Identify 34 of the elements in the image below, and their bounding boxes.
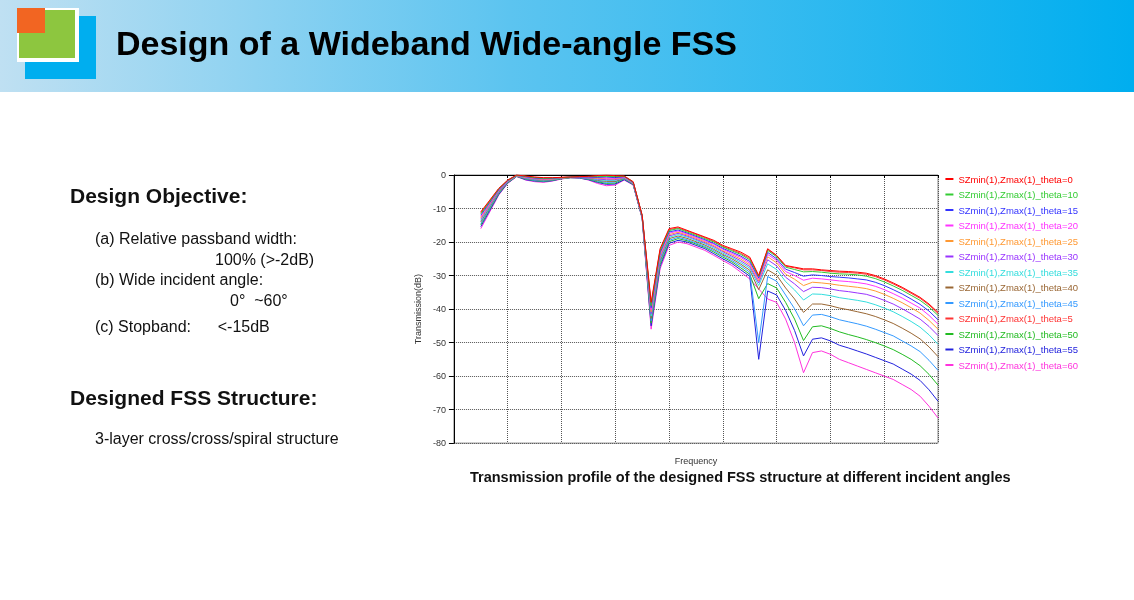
legend-label: SZmin(1),Zmax(1)_theta=35	[958, 266, 1079, 278]
y-tick-label: -70	[432, 404, 446, 415]
legend-label: SZmin(1),Zmax(1)_theta=15	[958, 204, 1079, 216]
legend-label: SZmin(1),Zmax(1)_theta=60	[958, 359, 1079, 371]
text: Design Objective:	[70, 184, 248, 208]
y-tick-label: -40	[432, 304, 446, 315]
legend-label: SZmin(1),Zmax(1)_theta=10	[958, 189, 1079, 200]
y-tick-label: -80	[432, 438, 446, 449]
text: (b) Wide incident angle:	[95, 271, 264, 289]
x-axis-title: Frequency	[674, 455, 718, 466]
text: (a) Relative passband width:	[95, 230, 297, 248]
y-tick-label: -50	[432, 337, 446, 348]
text: 3-layer cross/cross/spiral structure	[95, 430, 339, 448]
y-axis-title: Transmission(dB)	[412, 273, 423, 345]
y-tick-label: -60	[432, 371, 446, 382]
y-tick-label: -30	[432, 270, 446, 281]
text: (c) Stopband: <-15dB	[95, 318, 270, 336]
legend-label: SZmin(1),Zmax(1)_theta=55	[958, 344, 1079, 355]
y-tick-label: 0	[440, 170, 446, 180]
legend-label: SZmin(1),Zmax(1)_theta=0	[958, 173, 1073, 185]
text: Designed FSS Structure:	[70, 386, 318, 410]
legend-label: SZmin(1),Zmax(1)_theta=25	[958, 235, 1079, 247]
text: 0° ~60°	[230, 292, 288, 310]
y-tick-label: -10	[432, 203, 446, 214]
legend-label: SZmin(1),Zmax(1)_theta=50	[958, 328, 1079, 340]
text: Transmission profile of the designed FSS structure at different incident angles	[470, 469, 1011, 485]
text: 100% (>-2dB)	[215, 251, 315, 269]
legend-label: SZmin(1),Zmax(1)_theta=40	[958, 282, 1079, 293]
legend-label: SZmin(1),Zmax(1)_theta=20	[958, 220, 1079, 231]
legend-label: SZmin(1),Zmax(1)_theta=5	[958, 313, 1073, 324]
legend-label: SZmin(1),Zmax(1)_theta=30	[958, 251, 1079, 262]
chart-title: Design of a Wideband Wide-angle FSS	[116, 24, 737, 63]
legend-label: SZmin(1),Zmax(1)_theta=45	[958, 297, 1079, 309]
y-tick-label: -20	[432, 237, 446, 248]
